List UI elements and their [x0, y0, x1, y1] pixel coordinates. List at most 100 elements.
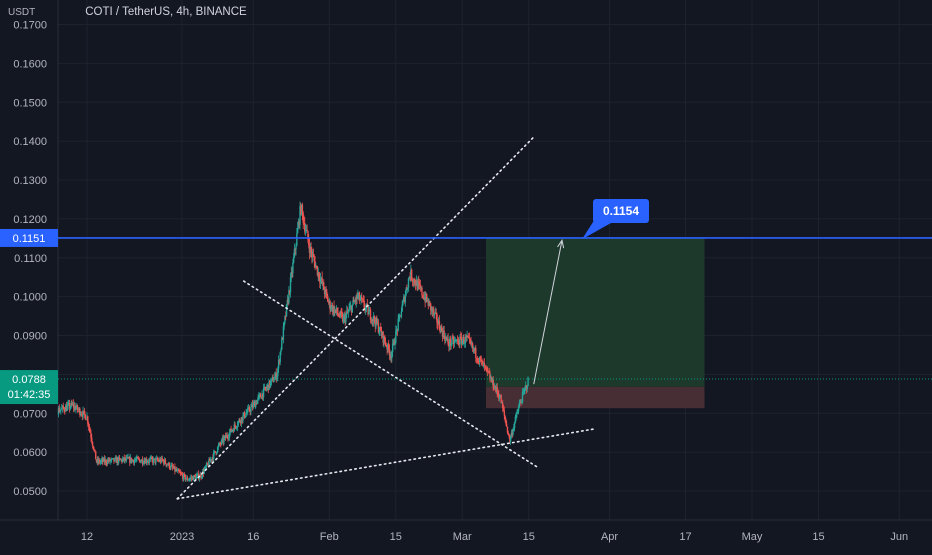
- candle-up: [391, 343, 394, 352]
- candle-up: [464, 342, 466, 344]
- candle-down: [492, 378, 494, 388]
- time-tick-label: 15: [390, 531, 402, 543]
- candle-down: [369, 309, 372, 320]
- candle-down: [63, 408, 65, 411]
- candle-down: [165, 463, 167, 466]
- candle-down: [302, 212, 304, 223]
- candle-down: [307, 230, 309, 240]
- candle-down: [97, 459, 99, 463]
- candle-down: [303, 222, 305, 224]
- candle-down: [62, 405, 64, 409]
- candle-down: [164, 459, 167, 464]
- candle-down: [435, 312, 437, 315]
- candle-down: [262, 393, 264, 398]
- candle-up: [296, 227, 299, 234]
- candle-down: [409, 277, 411, 279]
- candle-down: [264, 387, 266, 389]
- candle-up: [166, 464, 168, 466]
- candle-up: [401, 304, 403, 312]
- candle-up: [425, 294, 427, 302]
- candle-up: [193, 475, 195, 481]
- candle-up: [284, 316, 286, 322]
- candle-up: [155, 458, 158, 459]
- candle-down: [489, 373, 491, 380]
- candle-up: [276, 376, 278, 380]
- candle-down: [157, 460, 159, 461]
- candle-down: [494, 386, 497, 391]
- candle-up: [346, 311, 348, 315]
- candle-up: [60, 409, 62, 411]
- candle-down: [414, 283, 417, 286]
- candle-down: [390, 355, 392, 359]
- candle-up: [197, 473, 199, 475]
- candle-down: [427, 300, 429, 306]
- candle-up: [135, 459, 137, 461]
- candle-up: [453, 340, 456, 344]
- candle-down: [220, 443, 222, 445]
- candle-down: [471, 343, 474, 349]
- candle-up: [454, 340, 456, 342]
- candle-up: [102, 458, 105, 462]
- candle-down: [254, 402, 256, 408]
- candle-up: [461, 340, 464, 345]
- candle-up: [408, 277, 410, 279]
- candle-down: [410, 269, 413, 280]
- candle-up: [235, 427, 238, 429]
- candle-up: [450, 343, 452, 346]
- candle-down: [416, 280, 418, 290]
- candle-up: [254, 402, 257, 408]
- candle-up: [240, 417, 243, 424]
- candle-up: [99, 461, 102, 463]
- candle-up: [270, 378, 273, 382]
- price-tick-label: 0.0700: [13, 408, 47, 420]
- candle-down: [171, 465, 174, 468]
- candle-up: [400, 311, 403, 317]
- candle-down: [210, 459, 213, 461]
- candle-up: [324, 289, 327, 295]
- candle-up: [148, 459, 151, 462]
- candle-down: [344, 315, 346, 322]
- candle-down: [251, 404, 254, 408]
- candle-down: [393, 340, 395, 345]
- candle-up: [258, 394, 261, 396]
- candle-up: [110, 458, 113, 461]
- candle-up: [228, 437, 230, 438]
- candle-down: [275, 372, 277, 380]
- time-tick-label: 16: [247, 531, 259, 543]
- candle-up: [330, 305, 333, 309]
- candle-up: [387, 343, 389, 350]
- candle-up: [238, 419, 240, 422]
- candle-down: [316, 266, 319, 276]
- candle-up: [216, 452, 218, 454]
- candle-down: [449, 339, 452, 346]
- price-tick-label: 0.1500: [13, 97, 47, 109]
- candle-down: [65, 406, 68, 411]
- candle-down: [89, 428, 91, 433]
- candle-down: [103, 458, 106, 463]
- candle-up: [402, 300, 404, 305]
- candle-down: [87, 423, 90, 427]
- candle-up: [203, 469, 205, 474]
- candle-up: [167, 462, 170, 466]
- candle-down: [121, 459, 123, 462]
- candle-down: [291, 271, 293, 274]
- candle-down: [136, 457, 139, 459]
- candle-down: [386, 346, 388, 350]
- candle-up: [466, 335, 468, 338]
- candle-up: [199, 474, 201, 478]
- candle-down: [132, 459, 134, 461]
- candle-down: [496, 386, 498, 393]
- candle-up: [218, 443, 220, 446]
- candle-down: [95, 451, 97, 460]
- candle-up: [256, 399, 258, 405]
- candle-up: [522, 391, 525, 393]
- candle-up: [433, 312, 436, 315]
- candle-down: [382, 331, 384, 343]
- candle-up: [60, 408, 63, 410]
- candle-down: [370, 319, 372, 322]
- candle-up: [499, 395, 502, 398]
- candle-up: [281, 338, 283, 350]
- candle-down: [498, 394, 500, 399]
